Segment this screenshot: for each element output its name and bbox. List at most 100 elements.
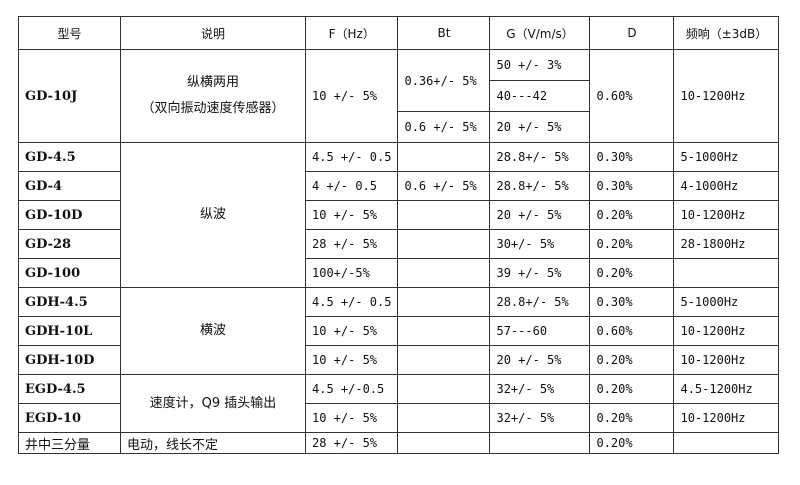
freq-cell: 10-1200Hz: [673, 316, 780, 346]
bt-cell: [397, 345, 491, 375]
freq-cell: 5-1000Hz: [673, 287, 780, 317]
f-cell: 10 +/- 5%: [304, 316, 399, 346]
freq-cell: 10-1200Hz: [673, 200, 780, 230]
g-cell: [489, 432, 591, 454]
d-cell: 0.20%: [589, 403, 675, 433]
g-cell: 28.8+/- 5%: [489, 171, 591, 201]
table-row: GDH-4.5 横波 4.5 +/- 0.5 28.8+/- 5% 0.30% …: [18, 287, 780, 375]
model-cell: GDH-10L: [18, 316, 121, 346]
g-cell: 40---42: [489, 80, 591, 112]
description-line: 纵横两用: [186, 75, 239, 90]
d-cell: 0.20%: [589, 432, 675, 454]
d-cell: 0.60%: [589, 316, 675, 346]
f-cell: 28 +/- 5%: [304, 229, 399, 259]
freq-cell: 10-1200Hz: [673, 345, 780, 375]
f-cell: 4.5 +/- 0.5: [304, 287, 399, 317]
description-cell: 横波: [120, 287, 306, 375]
sensor-spec-table: 型号 说明 F（Hz） Bt G（V/m/s） D 频响（±3dB） GD-10…: [18, 16, 780, 454]
f-cell: 4 +/- 0.5: [304, 171, 399, 201]
table-row: GD-4.5 纵波 4.5 +/- 0.5 28.8+/- 5% 0.30% 5…: [18, 142, 780, 288]
f-cell: 100+/-5%: [304, 258, 399, 288]
model-cell: 井中三分量: [18, 432, 121, 454]
d-cell: 0.20%: [589, 374, 675, 404]
header-frequency-response: 频响（±3dB）: [673, 16, 780, 50]
freq-cell: [673, 258, 780, 288]
description-cell: 速度计，Q9 插头输出: [120, 374, 306, 433]
header-d: D: [589, 16, 675, 50]
model-cell: GD-28: [18, 229, 121, 259]
bt-cell: [397, 432, 491, 454]
model-cell: GD-4: [18, 171, 121, 201]
model-cell: EGD-10: [18, 403, 121, 433]
bt-cell: [397, 374, 491, 404]
model-cell: GD-10J: [18, 49, 121, 143]
freq-cell: 4-1000Hz: [673, 171, 780, 201]
d-cell: 0.30%: [589, 142, 675, 172]
header-description: 说明: [120, 16, 306, 50]
g-cell: 28.8+/- 5%: [489, 287, 591, 317]
model-cell: GD-4.5: [18, 142, 121, 172]
f-cell: 10 +/- 5%: [304, 345, 399, 375]
d-cell: 0.20%: [589, 229, 675, 259]
table-row: GDH-10D 10 +/- 5% 20 +/- 5% 0.20% 10-120…: [18, 345, 780, 375]
freq-cell: 10-1200Hz: [673, 403, 780, 433]
freq-cell: 28-1800Hz: [673, 229, 780, 259]
model-cell: GD-100: [18, 258, 121, 288]
description-line: （双向振动速度传感器）: [141, 101, 285, 116]
d-cell: 0.20%: [589, 200, 675, 230]
header-bt: Bt: [397, 16, 491, 50]
bt-cell: [397, 403, 491, 433]
g-cell: 28.8+/- 5%: [489, 142, 591, 172]
description-cell: 纵横两用 （双向振动速度传感器）: [120, 49, 306, 143]
bt-cell: 0.36+/- 5%: [397, 49, 491, 112]
table-row: GD-28 28 +/- 5% 30+/- 5% 0.20% 28-1800Hz: [18, 229, 780, 259]
freq-cell: 4.5-1200Hz: [673, 374, 780, 404]
g-cell: 32+/- 5%: [489, 403, 591, 433]
table-row: GD-100 100+/-5% 39 +/- 5% 0.20%: [18, 258, 780, 288]
d-cell: 0.20%: [589, 345, 675, 375]
g-cell: 32+/- 5%: [489, 374, 591, 404]
table-row: 0.6 +/- 5% 20 +/- 5%: [19, 111, 779, 143]
bt-cell: [397, 316, 491, 346]
bt-cell: [397, 200, 491, 230]
bt-cell: [397, 142, 491, 172]
header-row: 型号 说明 F（Hz） Bt G（V/m/s） D 频响（±3dB）: [18, 16, 780, 50]
table-row: 井中三分量 电动，线长不定 28 +/- 5% 0.20%: [18, 432, 780, 454]
g-cell: 20 +/- 5%: [489, 345, 591, 375]
f-cell: 10 +/- 5%: [304, 403, 399, 433]
table-row: GD-10J 纵横两用 （双向振动速度传感器） 10 +/- 5% 0.36+/-…: [18, 49, 780, 143]
table-row: 40---42: [19, 80, 779, 112]
description-cell: 电动，线长不定: [120, 432, 306, 454]
d-cell: 0.60%: [589, 49, 675, 143]
table-row: GD-10D 10 +/- 5% 20 +/- 5% 0.20% 10-1200…: [18, 200, 780, 230]
f-cell: 4.5 +/-0.5: [304, 374, 399, 404]
table-row: GD-4 4 +/- 0.5 0.6 +/- 5% 28.8+/- 5% 0.3…: [18, 171, 780, 201]
freq-cell: 10-1200Hz: [673, 49, 780, 143]
d-cell: 0.30%: [589, 171, 675, 201]
f-cell: 4.5 +/- 0.5: [304, 142, 399, 172]
g-cell: 20 +/- 5%: [489, 111, 591, 143]
f-cell: 10 +/- 5%: [304, 200, 399, 230]
model-cell: GDH-4.5: [18, 287, 121, 317]
freq-cell: [673, 432, 780, 454]
d-cell: 0.30%: [589, 287, 675, 317]
g-cell: 30+/- 5%: [489, 229, 591, 259]
header-model: 型号: [18, 16, 121, 50]
model-cell: GDH-10D: [18, 345, 121, 375]
g-cell: 39 +/- 5%: [489, 258, 591, 288]
f-cell: 10 +/- 5%: [304, 49, 399, 143]
header-g: G（V/m/s）: [489, 16, 591, 50]
g-cell: 50 +/- 3%: [489, 49, 591, 81]
g-cell: 57---60: [489, 316, 591, 346]
bt-cell: [397, 258, 491, 288]
header-f: F（Hz）: [304, 16, 399, 50]
freq-cell: 5-1000Hz: [673, 142, 780, 172]
f-cell: 28 +/- 5%: [304, 432, 399, 454]
bt-cell: 0.6 +/- 5%: [397, 111, 491, 143]
bt-cell: 0.6 +/- 5%: [397, 171, 491, 201]
table-row: GDH-10L 10 +/- 5% 57---60 0.60% 10-1200H…: [18, 316, 780, 346]
table-row: EGD-4.5 速度计，Q9 插头输出 4.5 +/-0.5 32+/- 5% …: [18, 374, 780, 433]
model-cell: EGD-4.5: [18, 374, 121, 404]
d-cell: 0.20%: [589, 258, 675, 288]
bt-cell: [397, 229, 491, 259]
